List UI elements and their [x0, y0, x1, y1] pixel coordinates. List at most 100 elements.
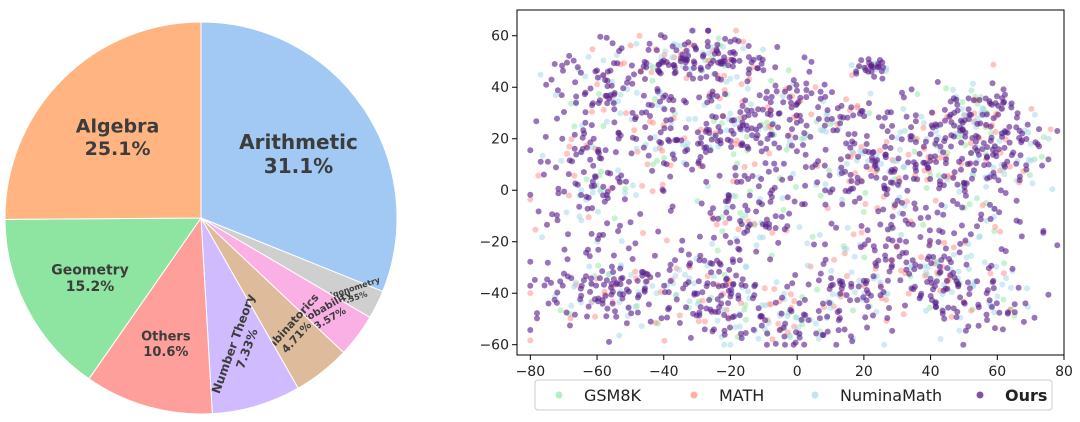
- point-ours: [716, 172, 723, 179]
- legend-label-numinamath: NuminaMath: [840, 386, 942, 405]
- point-ours: [658, 139, 665, 146]
- point-math: [883, 296, 890, 303]
- point-ours: [847, 186, 854, 192]
- point-ours: [973, 132, 979, 139]
- point-ours: [925, 214, 932, 221]
- point-ours: [995, 177, 1002, 184]
- point-ours: [706, 93, 713, 100]
- point-gsm8k: [568, 100, 575, 107]
- point-ours: [912, 112, 919, 119]
- point-ours: [870, 273, 877, 280]
- point-ours: [921, 159, 928, 166]
- point-numinamath: [633, 145, 640, 152]
- point-ours: [853, 68, 859, 75]
- point-gsm8k: [968, 87, 975, 94]
- point-ours: [607, 67, 614, 74]
- point-ours: [974, 223, 980, 230]
- point-numinamath: [1001, 171, 1008, 178]
- point-ours: [1000, 86, 1007, 93]
- point-math: [841, 250, 848, 257]
- point-ours: [637, 211, 644, 217]
- point-ours: [641, 287, 648, 293]
- point-ours: [602, 147, 609, 154]
- point-ours: [544, 276, 551, 283]
- point-ours: [577, 285, 584, 292]
- point-ours: [897, 277, 904, 284]
- point-ours: [987, 201, 993, 208]
- point-ours: [780, 324, 787, 331]
- point-ours: [564, 273, 571, 280]
- point-numinamath: [839, 196, 846, 203]
- point-ours: [928, 122, 935, 129]
- point-ours: [828, 115, 835, 122]
- point-ours: [1010, 149, 1017, 156]
- point-math: [883, 139, 890, 145]
- point-ours: [957, 240, 964, 247]
- point-ours: [727, 239, 734, 246]
- point-ours: [965, 95, 972, 102]
- point-ours: [822, 93, 829, 100]
- pie-label-percent: 15.2%: [66, 279, 115, 295]
- point-ours: [643, 109, 650, 116]
- point-ours: [701, 326, 708, 333]
- point-ours: [714, 257, 720, 264]
- point-ours: [871, 247, 878, 254]
- point-ours: [968, 150, 974, 156]
- point-ours: [653, 47, 660, 54]
- point-ours: [864, 324, 871, 331]
- point-ours: [978, 211, 985, 218]
- legend-marker-ours: [976, 391, 984, 399]
- point-ours: [782, 88, 788, 95]
- point-ours: [772, 213, 779, 220]
- point-ours: [696, 257, 703, 264]
- point-ours: [619, 274, 626, 281]
- point-math: [900, 311, 907, 318]
- point-ours: [763, 145, 770, 152]
- point-ours: [692, 45, 699, 51]
- point-ours: [803, 122, 810, 129]
- point-ours: [943, 277, 950, 284]
- y-axis-ticks: −60 −40 −20 0 20 40 60: [479, 29, 517, 354]
- point-ours: [983, 111, 990, 118]
- point-ours: [826, 300, 833, 306]
- pie-label-name: Others: [141, 330, 191, 345]
- point-ours: [1015, 284, 1022, 291]
- point-numinamath: [736, 323, 743, 330]
- point-numinamath: [969, 80, 976, 87]
- point-ours: [772, 64, 779, 71]
- point-numinamath: [589, 144, 596, 150]
- point-numinamath: [816, 231, 823, 238]
- point-ours: [870, 312, 876, 319]
- point-numinamath: [578, 217, 585, 224]
- point-ours: [640, 269, 647, 276]
- point-numinamath: [937, 336, 944, 342]
- point-numinamath: [692, 115, 699, 122]
- point-ours: [801, 341, 808, 348]
- point-ours: [984, 317, 990, 323]
- point-ours: [625, 245, 632, 252]
- point-ours: [817, 95, 824, 102]
- point-math: [592, 313, 599, 320]
- point-ours: [787, 175, 794, 182]
- point-gsm8k: [571, 123, 578, 130]
- point-numinamath: [828, 267, 835, 274]
- point-math: [564, 150, 571, 157]
- point-ours: [941, 315, 948, 322]
- point-ours: [623, 178, 629, 185]
- point-ours: [796, 300, 803, 307]
- point-ours: [868, 61, 875, 68]
- point-ours: [567, 322, 573, 329]
- point-ours: [926, 227, 933, 234]
- point-ours: [821, 122, 828, 129]
- point-ours: [574, 181, 581, 188]
- point-ours: [527, 327, 534, 333]
- point-ours: [788, 104, 795, 111]
- point-ours: [615, 175, 622, 182]
- point-ours: [927, 275, 934, 282]
- point-gsm8k: [866, 110, 873, 117]
- point-numinamath: [724, 127, 731, 134]
- point-ours: [535, 208, 542, 215]
- point-ours: [929, 297, 935, 304]
- point-ours: [873, 174, 880, 181]
- x-tick-label: −80: [516, 364, 546, 380]
